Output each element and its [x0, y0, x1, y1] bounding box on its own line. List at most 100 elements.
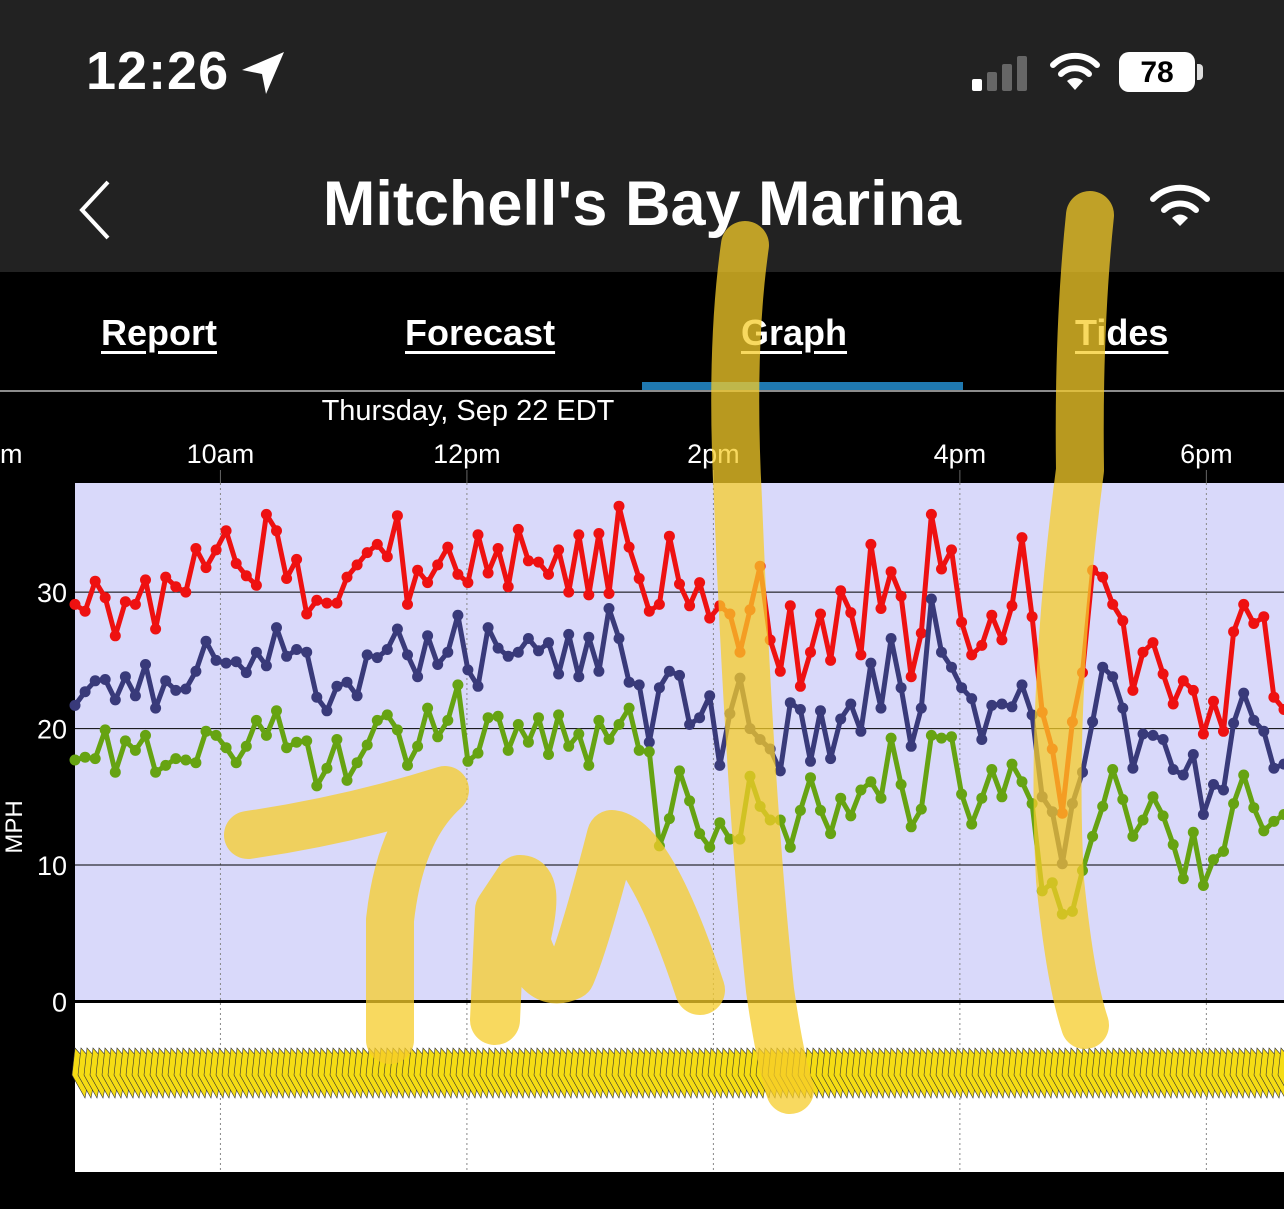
- gust-point: [1036, 706, 1048, 718]
- average-point: [140, 659, 151, 670]
- average-point: [79, 686, 91, 698]
- tab-graph[interactable]: Graph: [741, 312, 848, 353]
- average-point: [462, 664, 474, 676]
- average-point: [311, 691, 323, 703]
- average-point: [805, 755, 816, 767]
- lull-point: [613, 719, 625, 730]
- chart-date-label: Thursday, Sep 22 EDT: [322, 395, 615, 427]
- gust-point: [855, 649, 867, 661]
- average-point: [150, 702, 162, 714]
- y-tick-label: 10: [37, 851, 67, 881]
- lull-point: [402, 759, 413, 771]
- average-point: [512, 646, 524, 658]
- x-tick-label: 10am: [187, 439, 255, 469]
- lull-point: [442, 714, 454, 726]
- average-point: [1157, 734, 1169, 745]
- lull-point: [925, 729, 937, 741]
- lull-point: [79, 751, 91, 763]
- gust-point: [734, 646, 746, 658]
- average-point: [754, 734, 766, 745]
- lull-point: [633, 744, 645, 756]
- average-point: [1006, 701, 1018, 713]
- average-point: [160, 675, 172, 687]
- average-point: [442, 646, 454, 658]
- lull-point: [1208, 854, 1219, 866]
- lull-point: [341, 774, 353, 786]
- gust-point: [492, 543, 504, 554]
- average-point: [1187, 749, 1199, 760]
- lull-point: [825, 828, 837, 840]
- average-point: [119, 671, 131, 683]
- lull-point: [553, 709, 565, 721]
- lull-point: [160, 759, 172, 771]
- gust-point: [482, 567, 494, 579]
- nav-bar: Mitchell's Bay Marina: [0, 140, 1284, 272]
- average-point: [603, 603, 615, 614]
- average-point: [402, 649, 413, 661]
- lull-point: [533, 712, 544, 724]
- gust-point: [1137, 646, 1149, 658]
- average-point: [190, 665, 202, 677]
- x-tick-label: 6pm: [1180, 439, 1233, 469]
- lull-point: [915, 803, 927, 815]
- lull-point: [704, 841, 716, 853]
- average-point: [553, 668, 565, 680]
- lull-point: [1107, 764, 1119, 775]
- lull-point: [976, 792, 988, 804]
- lull-point: [422, 702, 434, 714]
- gust-point: [1187, 684, 1199, 696]
- gust-point: [462, 577, 474, 589]
- wifi-icon[interactable]: [1148, 182, 1212, 230]
- x-tick-label: 12pm: [433, 439, 501, 469]
- tab-bar: Report Forecast Graph Tides: [0, 272, 1284, 392]
- gust-point: [704, 612, 716, 624]
- average-point: [1087, 716, 1099, 728]
- gust-point: [331, 597, 343, 609]
- gust-point: [1097, 571, 1109, 583]
- lull-point: [281, 742, 293, 754]
- average-point: [825, 753, 837, 765]
- gust-point: [402, 598, 413, 610]
- lull-point: [734, 833, 746, 845]
- gust-point: [1147, 637, 1159, 649]
- average-point: [674, 669, 685, 681]
- average-point: [774, 765, 786, 777]
- tab-tides[interactable]: Tides: [1075, 312, 1169, 353]
- average-point: [1036, 791, 1048, 803]
- gust-point: [1117, 615, 1129, 627]
- wind-graph[interactable]: Thursday, Sep 22 EDT m 10am 12pm 2pm 4pm 6pm …: [0, 392, 1284, 1209]
- average-point: [129, 690, 141, 702]
- gust-point: [915, 627, 927, 639]
- average-point: [925, 593, 937, 605]
- lull-point: [492, 710, 504, 722]
- tab-forecast[interactable]: Forecast: [405, 312, 556, 353]
- battery-tip: [1197, 64, 1203, 80]
- average-point: [533, 645, 544, 657]
- lull-point: [774, 814, 786, 826]
- gust-point: [321, 597, 333, 609]
- gust-point: [976, 639, 988, 651]
- chevron-left-icon[interactable]: [70, 176, 120, 240]
- gust-point: [603, 588, 615, 599]
- lull-point: [956, 788, 968, 800]
- gust-point: [825, 654, 837, 666]
- average-point: [794, 704, 806, 715]
- gust-point: [563, 586, 575, 598]
- gust-point: [744, 604, 756, 616]
- gust-point: [1268, 691, 1280, 703]
- average-point: [69, 699, 81, 711]
- wifi-icon: [1050, 52, 1100, 90]
- average-point: [815, 705, 826, 717]
- gust-point: [99, 592, 111, 604]
- average-point: [1177, 769, 1189, 781]
- lull-point: [230, 757, 242, 769]
- lull-point: [603, 734, 615, 745]
- gust-point: [109, 630, 121, 642]
- tab-report[interactable]: Report: [101, 312, 217, 353]
- lull-point: [1117, 794, 1129, 805]
- gust-point: [956, 616, 968, 628]
- gust-point: [1177, 675, 1189, 687]
- gust-point: [1278, 704, 1284, 715]
- active-tab-indicator: [642, 382, 963, 390]
- average-point: [1147, 729, 1159, 741]
